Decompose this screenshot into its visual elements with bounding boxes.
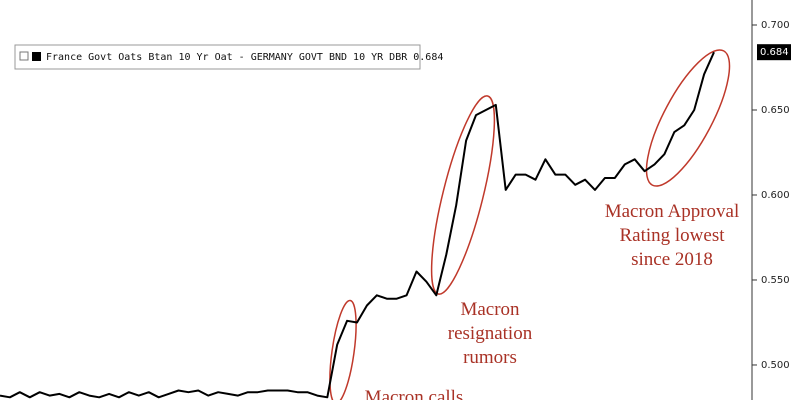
legend-label: France Govt Oats Btan 10 Yr Oat - GERMAN… — [46, 52, 443, 63]
y-tick-label: 0.500 — [761, 360, 790, 371]
y-tick-label: 0.700 — [761, 20, 790, 31]
last-value-box — [757, 44, 791, 61]
annotation-line: since 2018 — [631, 249, 713, 270]
y-tick-label: 0.550 — [761, 275, 790, 286]
highlight-ellipse — [430, 95, 496, 295]
annotation: Macron Approval Rating lowest since 2018 — [605, 201, 740, 270]
legend-box — [14, 44, 421, 70]
annotation: Macron resignation rumors — [448, 299, 533, 368]
legend-swatch — [32, 52, 41, 61]
legend-value: 0.684 — [413, 52, 443, 63]
annotation-line: rumors — [463, 347, 517, 368]
highlight-ellipse — [329, 299, 357, 400]
last-value-label: 0.684 — [760, 47, 789, 58]
y-tick-label: 0.600 — [761, 190, 790, 201]
annotation-line: resignation — [448, 323, 533, 344]
highlight-ellipse — [645, 49, 731, 187]
y-tick-label: 0.650 — [761, 105, 790, 116]
annotation-line: Macron calls — [365, 387, 464, 400]
annotation-line: Macron Approval — [605, 201, 740, 222]
annotation-line: Macron — [460, 299, 520, 320]
annotation: Macron calls — [365, 387, 464, 400]
legend-name: France Govt Oats Btan 10 Yr Oat - GERMAN… — [46, 52, 408, 63]
legend-expand-icon[interactable] — [19, 51, 29, 61]
data-line — [0, 51, 715, 399]
annotation-line: Rating lowest — [619, 225, 725, 246]
